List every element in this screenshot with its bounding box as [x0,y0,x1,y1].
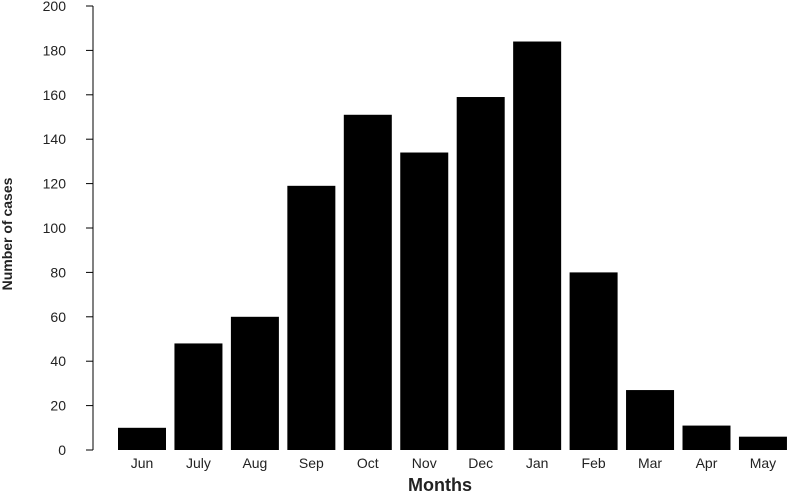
bar-oct [343,114,392,450]
bar-aug [230,316,279,450]
y-tick-label: 20 [50,398,66,414]
x-tick-label: Jan [526,455,549,471]
x-tick-label: Dec [468,455,493,471]
bar-jan [513,41,562,451]
bar-sep [287,185,336,450]
x-tick-label: Aug [242,455,267,471]
y-tick-label: 0 [58,442,66,458]
x-tick-label: May [750,455,776,471]
bar-feb [569,272,618,450]
x-tick-label: Apr [696,455,718,471]
bar-july [174,343,223,450]
y-tick-label: 140 [43,131,67,147]
x-tick-label: Feb [582,455,606,471]
y-tick-label: 40 [50,353,66,369]
y-tick-label: 100 [43,220,67,236]
bar-nov [400,152,449,450]
y-tick-label: 80 [50,264,66,280]
x-tick-label: Sep [299,455,324,471]
y-axis: 0 20 40 60 80 100 120 140 160 180 200 [43,0,94,458]
x-tick-label: Mar [638,455,662,471]
x-tick-label: Jun [131,455,154,471]
bar-apr [682,425,731,450]
bar-mar [626,390,675,450]
y-tick-label: 200 [43,0,67,14]
bars [118,41,787,451]
y-tick-label: 180 [43,42,67,58]
y-tick-label: 120 [43,176,67,192]
x-tick-label: Nov [412,455,437,471]
bar-may [738,436,787,450]
x-tick-label: July [186,455,211,471]
y-tick-label: 160 [43,87,67,103]
bar-dec [456,97,505,451]
x-axis-tick-labels: Jun July Aug Sep Oct Nov Dec Jan Feb Mar Apr May [131,455,776,471]
x-axis-title: Months [408,475,472,491]
bar-jun [118,427,166,450]
y-axis-title: Number of cases [0,177,15,290]
x-tick-label: Oct [357,455,379,471]
y-tick-label: 60 [50,309,66,325]
